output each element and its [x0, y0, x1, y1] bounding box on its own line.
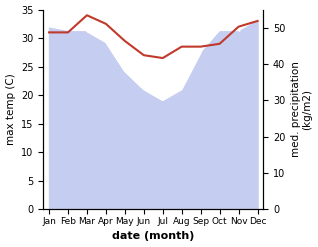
X-axis label: date (month): date (month)	[112, 231, 194, 242]
Y-axis label: max temp (C): max temp (C)	[5, 74, 16, 145]
Y-axis label: med. precipitation
(kg/m2): med. precipitation (kg/m2)	[291, 62, 313, 157]
